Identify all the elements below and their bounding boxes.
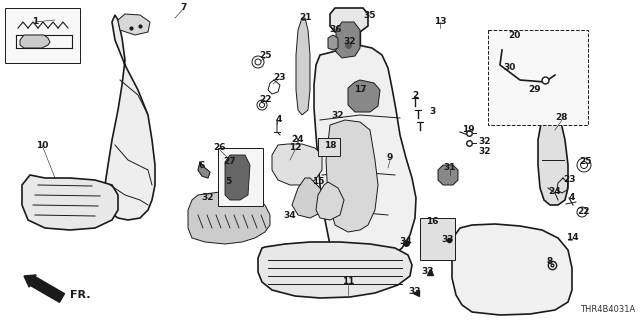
Text: 10: 10	[36, 140, 48, 149]
Text: 22: 22	[259, 95, 271, 105]
Text: 11: 11	[342, 277, 355, 286]
Polygon shape	[20, 35, 50, 48]
Text: 35: 35	[364, 11, 376, 20]
Text: 16: 16	[426, 218, 438, 227]
Text: 15: 15	[312, 178, 324, 187]
Polygon shape	[296, 18, 310, 115]
Text: 32: 32	[479, 138, 492, 147]
Text: 12: 12	[289, 143, 301, 153]
Polygon shape	[105, 15, 155, 220]
Text: 4: 4	[276, 116, 282, 124]
Bar	[488, 30, 588, 125]
Polygon shape	[336, 22, 360, 58]
Bar	[318, 138, 340, 156]
Text: 25: 25	[579, 157, 591, 166]
Ellipse shape	[257, 100, 267, 110]
Text: 19: 19	[461, 125, 474, 134]
Polygon shape	[118, 14, 150, 35]
Polygon shape	[198, 162, 210, 178]
FancyArrow shape	[24, 275, 65, 302]
Text: 33: 33	[442, 236, 454, 244]
Text: 31: 31	[444, 164, 456, 172]
Ellipse shape	[577, 158, 591, 172]
Polygon shape	[292, 178, 326, 218]
Polygon shape	[225, 155, 250, 200]
Text: 24: 24	[292, 135, 304, 145]
Text: 33: 33	[422, 268, 435, 276]
Text: 14: 14	[566, 234, 579, 243]
Text: 29: 29	[529, 85, 541, 94]
Ellipse shape	[259, 102, 264, 108]
Polygon shape	[330, 8, 368, 32]
Text: 4: 4	[569, 194, 575, 203]
Text: 21: 21	[299, 13, 311, 22]
Ellipse shape	[255, 59, 261, 65]
Text: 32: 32	[479, 148, 492, 156]
Text: 32: 32	[202, 194, 214, 203]
Polygon shape	[316, 182, 344, 220]
Text: 20: 20	[508, 30, 520, 39]
Text: 1: 1	[32, 18, 38, 27]
Polygon shape	[348, 80, 380, 112]
Text: 18: 18	[324, 140, 336, 149]
Polygon shape	[272, 144, 322, 185]
Text: 36: 36	[330, 26, 342, 35]
Text: 2: 2	[412, 91, 418, 100]
Text: 25: 25	[259, 51, 271, 60]
Ellipse shape	[252, 56, 264, 68]
Text: 27: 27	[224, 157, 236, 166]
Polygon shape	[438, 165, 458, 185]
Polygon shape	[258, 242, 412, 298]
Bar	[420, 218, 455, 260]
Text: 23: 23	[564, 175, 576, 185]
Text: 17: 17	[354, 85, 366, 94]
Text: 32: 32	[332, 110, 344, 119]
Text: 8: 8	[547, 258, 553, 267]
Text: 34: 34	[400, 237, 412, 246]
Polygon shape	[538, 108, 568, 205]
Text: 23: 23	[273, 74, 285, 83]
Text: FR.: FR.	[70, 290, 90, 300]
Text: 6: 6	[199, 162, 205, 171]
Text: 32: 32	[344, 37, 356, 46]
Text: 9: 9	[387, 154, 393, 163]
Text: 28: 28	[556, 114, 568, 123]
Text: 22: 22	[578, 207, 590, 217]
Polygon shape	[326, 120, 378, 232]
Text: THR4B4031A: THR4B4031A	[580, 305, 635, 314]
Text: 33: 33	[409, 287, 421, 297]
Text: 34: 34	[284, 211, 296, 220]
Polygon shape	[314, 45, 416, 268]
Text: 7: 7	[181, 4, 187, 12]
Ellipse shape	[577, 207, 587, 217]
Text: 30: 30	[504, 63, 516, 73]
Bar	[218, 148, 263, 206]
Text: 13: 13	[434, 18, 446, 27]
Ellipse shape	[580, 162, 588, 169]
Polygon shape	[452, 224, 572, 315]
Text: 24: 24	[548, 188, 561, 196]
Bar	[5, 8, 80, 63]
Text: 5: 5	[225, 178, 231, 187]
Text: 3: 3	[429, 108, 435, 116]
Polygon shape	[188, 192, 270, 244]
Polygon shape	[328, 35, 338, 50]
Polygon shape	[22, 175, 118, 230]
Text: 26: 26	[214, 143, 227, 153]
